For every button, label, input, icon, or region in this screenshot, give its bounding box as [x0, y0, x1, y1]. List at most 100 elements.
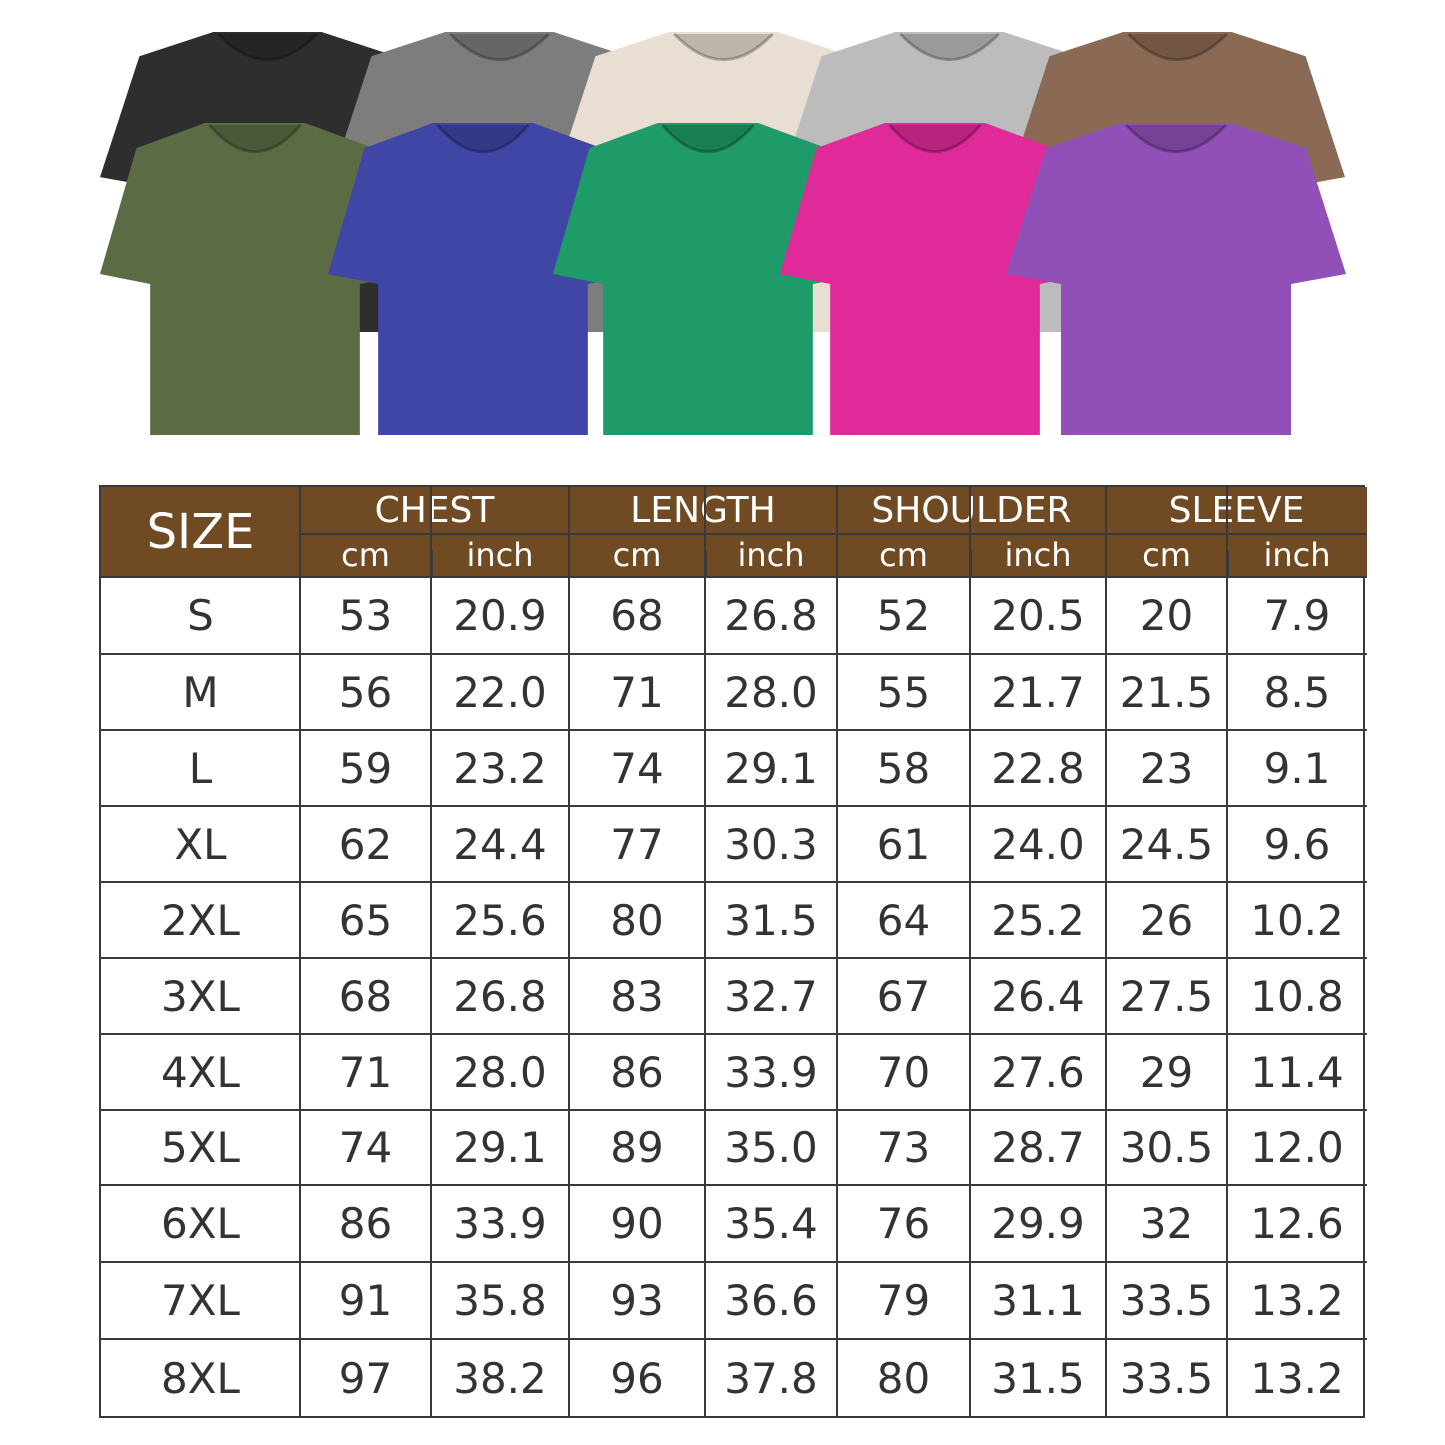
table-cell: 23.2 — [453, 743, 547, 793]
table-cell: 12.0 — [1250, 1123, 1344, 1172]
table-cell: 13.2 — [1250, 1354, 1344, 1403]
divider — [300, 533, 569, 535]
table-cell: 33.9 — [724, 1047, 818, 1097]
table-cell: 31.1 — [991, 1276, 1085, 1325]
table-cell: 26.4 — [991, 971, 1085, 1021]
size-label: M — [182, 667, 219, 717]
table-cell: 90 — [610, 1199, 664, 1248]
table-cell: 20 — [1139, 591, 1194, 640]
table-cell: 97 — [338, 1354, 393, 1403]
size-label: 6XL — [161, 1199, 240, 1248]
table-cell: 58 — [876, 743, 931, 793]
table-cell: 24.5 — [1119, 819, 1214, 869]
table-cell: 71 — [338, 1047, 393, 1097]
table-cell: 36.6 — [724, 1276, 818, 1325]
table-cell: 80 — [610, 895, 664, 945]
size-label: 7XL — [161, 1276, 240, 1325]
table-cell: 30.3 — [724, 819, 818, 869]
divider — [1106, 533, 1367, 535]
table-cell: 52 — [876, 591, 931, 640]
table-cell: 9.6 — [1263, 819, 1331, 869]
table-cell: 25.2 — [991, 895, 1085, 945]
column-divider — [430, 487, 432, 1418]
row-divider — [101, 1184, 1367, 1186]
size-label: 2XL — [161, 895, 240, 945]
size-label: 5XL — [161, 1123, 240, 1172]
table-cell: 67 — [876, 971, 931, 1021]
unit-header-inch: inch — [737, 536, 805, 574]
table-cell: 33.5 — [1119, 1354, 1214, 1403]
table-cell: 83 — [610, 971, 664, 1021]
table-cell: 26.8 — [724, 591, 818, 640]
size-header: SIZE — [146, 504, 255, 560]
table-cell: 74 — [338, 1123, 393, 1172]
table-cell: 96 — [610, 1354, 664, 1403]
table-cell: 27.5 — [1119, 971, 1214, 1021]
table-cell: 27.6 — [991, 1047, 1085, 1097]
table-cell: 8.5 — [1263, 667, 1331, 717]
unit-header-cm: cm — [1142, 536, 1191, 574]
row-divider — [101, 729, 1367, 731]
unit-header-inch: inch — [1004, 536, 1072, 574]
divider — [431, 551, 433, 577]
table-cell: 9.1 — [1263, 743, 1331, 793]
table-cell: 22.8 — [991, 743, 1085, 793]
size-label: 8XL — [161, 1354, 240, 1403]
table-cell: 56 — [338, 667, 393, 717]
table-cell: 86 — [610, 1047, 664, 1097]
column-divider — [969, 487, 971, 1418]
table-cell: 13.2 — [1250, 1276, 1344, 1325]
unit-header-inch: inch — [466, 536, 534, 574]
table-cell: 79 — [876, 1276, 931, 1325]
unit-header-inch: inch — [1263, 536, 1331, 574]
table-cell: 21.5 — [1119, 667, 1214, 717]
row-divider — [101, 805, 1367, 807]
table-cell: 24.4 — [453, 819, 547, 869]
table-cell: 21.7 — [991, 667, 1085, 717]
table-cell: 30.5 — [1119, 1123, 1214, 1172]
group-header-chest: CHEST — [374, 489, 495, 531]
row-divider — [101, 881, 1367, 883]
column-divider — [568, 487, 570, 1418]
size-label: 4XL — [161, 1047, 240, 1097]
group-header-sleeve: SLEEVE — [1168, 489, 1305, 531]
table-cell: 89 — [610, 1123, 664, 1172]
table-cell: 28.7 — [991, 1123, 1085, 1172]
tshirt-front-2 — [328, 123, 638, 435]
divider — [837, 533, 1106, 535]
table-cell: 31.5 — [991, 1354, 1085, 1403]
table-cell: 28.0 — [453, 1047, 547, 1097]
tshirt-front-3 — [553, 123, 863, 435]
row-divider — [101, 1033, 1367, 1035]
table-cell: 55 — [876, 667, 931, 717]
table-cell: 33.9 — [453, 1199, 547, 1248]
table-cell: 7.9 — [1263, 591, 1331, 640]
table-cell: 29 — [1139, 1047, 1194, 1097]
table-cell: 35.4 — [724, 1199, 818, 1248]
table-cell: 76 — [876, 1199, 931, 1248]
table-cell: 91 — [338, 1276, 393, 1325]
table-cell: 64 — [876, 895, 931, 945]
table-cell: 77 — [610, 819, 664, 869]
table-cell: 25.6 — [453, 895, 547, 945]
header-background — [101, 487, 1367, 577]
size-label: S — [187, 591, 214, 640]
table-cell: 20.5 — [991, 591, 1085, 640]
table-cell: 68 — [338, 971, 393, 1021]
column-divider — [704, 487, 706, 1418]
table-cell: 61 — [876, 819, 931, 869]
row-divider — [101, 1109, 1367, 1111]
table-cell: 71 — [610, 667, 664, 717]
divider — [569, 533, 837, 535]
table-cell: 29.9 — [991, 1199, 1085, 1248]
table-cell: 24.0 — [991, 819, 1085, 869]
tshirt-front-4 — [780, 123, 1090, 435]
table-cell: 62 — [338, 819, 393, 869]
table-cell: 11.4 — [1250, 1047, 1344, 1097]
size-label: L — [188, 743, 213, 793]
size-label: 3XL — [161, 971, 240, 1021]
table-cell: 35.0 — [724, 1123, 818, 1172]
size-chart-table: SIZE CHEST cm inch LENGTH cm inch SHOULDER cm inc… — [99, 485, 1367, 1418]
group-header-length: LENGTH — [630, 489, 776, 531]
table-cell: 29.1 — [724, 743, 818, 793]
